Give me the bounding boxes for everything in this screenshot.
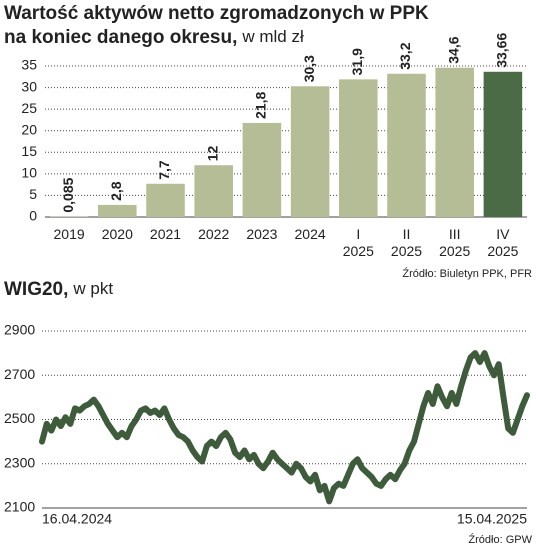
y-tick-label: 15 bbox=[21, 143, 37, 159]
x-tick-label-line: 2020 bbox=[102, 226, 133, 242]
x-tick-label-line: 2023 bbox=[246, 226, 277, 242]
x-tick-label-line: 2025 bbox=[343, 243, 374, 259]
y-tick-label: 20 bbox=[21, 121, 37, 137]
bar bbox=[146, 183, 185, 217]
chart-title: WIG20, w pkt bbox=[4, 279, 113, 300]
x-tick-label: 2023 bbox=[246, 226, 277, 242]
x-tick-label: 2024 bbox=[295, 226, 326, 242]
bar bbox=[435, 67, 474, 218]
bar bbox=[339, 79, 378, 217]
value-label: 30,3 bbox=[301, 55, 317, 82]
chart-title: WIG20, bbox=[4, 279, 68, 300]
value-label: 33,66 bbox=[494, 33, 510, 68]
chart-title: Wartość aktywów netto zgromadzonych w PP… bbox=[4, 3, 429, 24]
source: Źródło: GPW bbox=[468, 533, 532, 546]
value-label: 12 bbox=[204, 145, 220, 161]
x-tick-label: 2021 bbox=[150, 226, 181, 242]
bar bbox=[98, 204, 137, 217]
value-label: 33,2 bbox=[397, 42, 413, 69]
x-tick-label-line: 2025 bbox=[439, 243, 470, 259]
x-tick-label-line: 2021 bbox=[150, 226, 181, 242]
bar bbox=[387, 73, 426, 217]
y-tick-label: 25 bbox=[21, 100, 37, 116]
bar bbox=[290, 86, 330, 217]
bar bbox=[242, 122, 282, 217]
value-label: 31,9 bbox=[349, 48, 365, 75]
x-tick-label-line: 2019 bbox=[54, 226, 85, 242]
x-tick-label: 2020 bbox=[102, 226, 133, 242]
x-tick-label-line: I bbox=[356, 226, 360, 242]
source: Źródło: Biuletyn PPK, PFR bbox=[402, 267, 532, 280]
x-tick-label-line: 2025 bbox=[391, 243, 422, 259]
line bbox=[39, 350, 530, 505]
y-tick-label: 2900 bbox=[4, 322, 35, 338]
bar bbox=[483, 71, 523, 217]
x-tick-label-line: IV bbox=[496, 226, 510, 242]
x-tick-label: IV 2025 bbox=[487, 226, 518, 259]
value-label: 2,8 bbox=[108, 181, 124, 201]
bar bbox=[194, 165, 233, 217]
x-tick-label: II 2025 bbox=[391, 226, 422, 259]
value-label: 21,8 bbox=[253, 91, 269, 118]
y-tick-label: 2700 bbox=[4, 366, 35, 382]
y-tick-label: 2500 bbox=[4, 410, 35, 426]
value-label: 7,7 bbox=[156, 160, 172, 180]
x-tick-label-line: III bbox=[449, 226, 461, 242]
x-tick-label: 2019 bbox=[54, 226, 85, 242]
y-tick-label: 2300 bbox=[4, 454, 35, 470]
x-tick-label: III 2025 bbox=[439, 226, 470, 259]
x-tick-label-line: II bbox=[403, 226, 411, 242]
x-tick-label-line: 2025 bbox=[487, 243, 518, 259]
chart-title: na koniec danego okresu, bbox=[4, 27, 237, 48]
y-tick-label: 0 bbox=[29, 208, 37, 224]
y-tick-label: 35 bbox=[21, 57, 37, 73]
x-tick-label: I 2025 bbox=[343, 226, 374, 259]
value-label: 34,6 bbox=[445, 36, 461, 63]
x-tick-label: 15.04.2025 bbox=[457, 511, 527, 527]
x-tick-label-line: 2024 bbox=[295, 226, 326, 242]
value-label: 0,085 bbox=[60, 177, 76, 212]
chart-subtitle: w pkt bbox=[72, 279, 113, 298]
x-tick-label-line: 2022 bbox=[198, 226, 229, 242]
chart-title: na koniec danego okresu, w mld zł bbox=[4, 27, 304, 48]
x-tick-label: 16.04.2024 bbox=[42, 511, 112, 527]
y-tick-label: 2100 bbox=[4, 499, 35, 515]
y-tick-label: 10 bbox=[21, 165, 37, 181]
chart-subtitle: w mld zł bbox=[241, 27, 304, 46]
y-tick-label: 30 bbox=[21, 78, 37, 94]
x-tick-label: 2022 bbox=[198, 226, 229, 242]
y-tick-label: 5 bbox=[29, 186, 37, 202]
